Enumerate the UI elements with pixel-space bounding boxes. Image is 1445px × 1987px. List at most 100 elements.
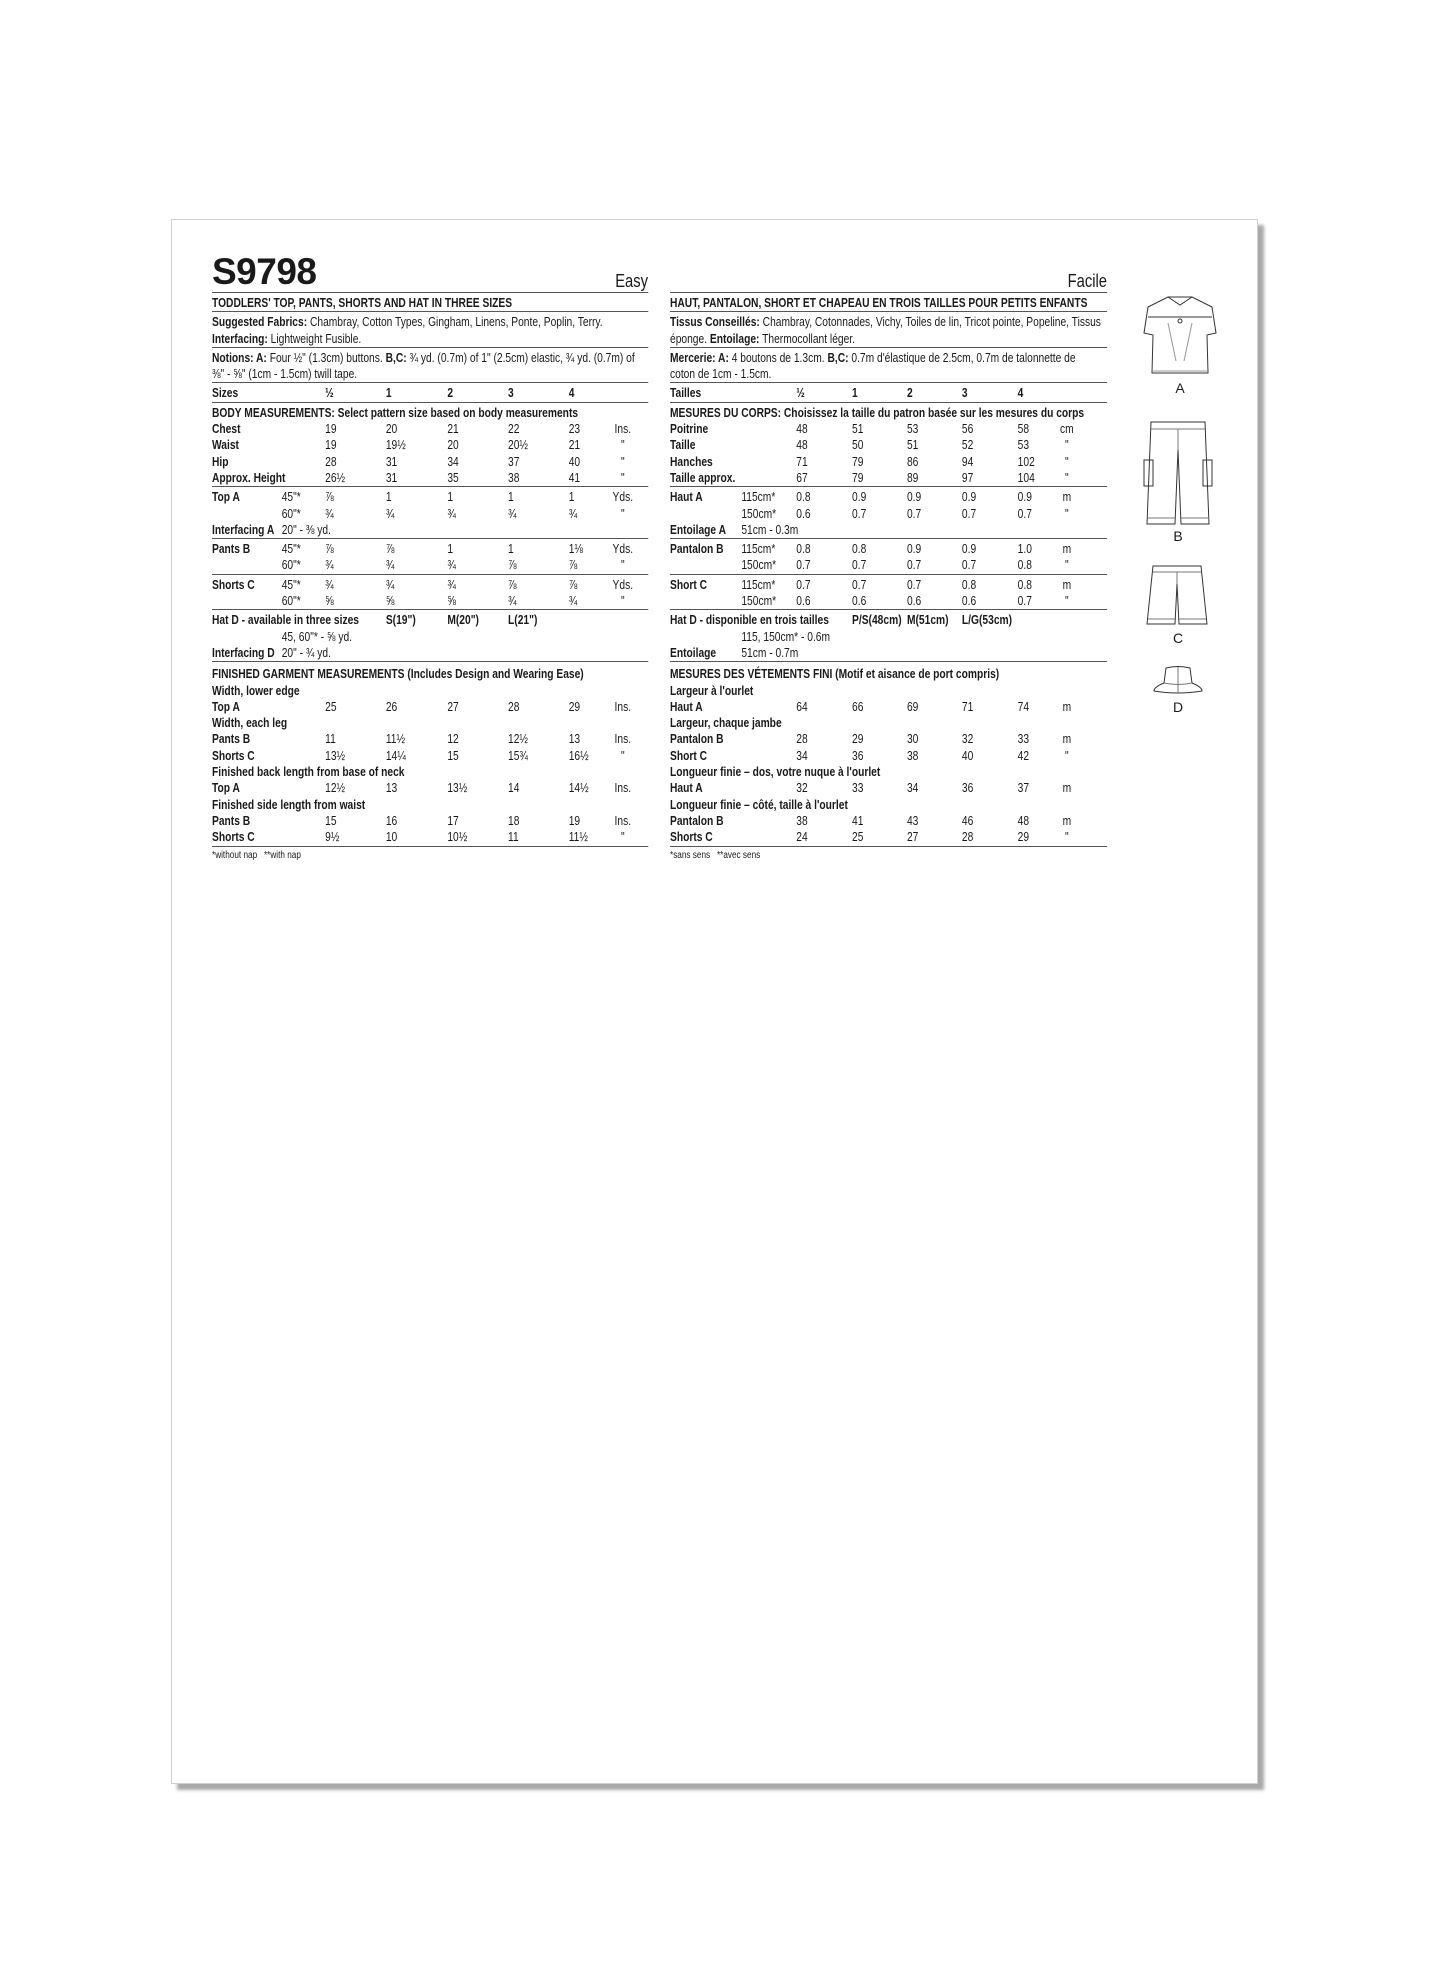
- text: ⅜" - ⅝" (1cm - 1.5cm) twill tape.: [212, 367, 358, 382]
- view-label-b: B: [1173, 528, 1183, 544]
- size-value: 0.8: [796, 490, 811, 505]
- row-label: Pantalon B: [670, 732, 724, 747]
- bold-text: Notions: A:: [212, 350, 267, 365]
- size-value: 13: [568, 732, 581, 747]
- size-value: 0.8: [961, 577, 977, 592]
- row-label: Pants B: [212, 542, 251, 557]
- row-label: Haut A: [670, 699, 703, 714]
- chart-section: Shorts C 45"* ¾ ¾ ¾ ⅞ ⅞ Yds. 60"* ⅝ ⅝ ⅝ ¾ ¾ ": [212, 573, 649, 610]
- fabric-width: 150cm*: [741, 594, 777, 609]
- footnote: *sans sens **avec sens: [670, 845, 1108, 863]
- size-value: 36: [852, 748, 864, 763]
- row-label: Shorts C: [212, 748, 255, 763]
- fabric-width: 60"*: [281, 558, 301, 573]
- row-label: Haut A: [670, 781, 703, 796]
- size-value: 71: [796, 454, 808, 469]
- size-value: 0.6: [796, 594, 811, 609]
- size-value: 0.8: [1017, 558, 1032, 573]
- row-label: Tailles: [670, 386, 702, 401]
- size-value: 53: [1017, 438, 1030, 453]
- section-heading: Longueur finie – côté, taille à l'ourlet: [670, 797, 848, 812]
- table-row: Pants B 45"* ⅞ ⅞ 1 1 1⅛ Yds.: [212, 541, 648, 557]
- size-value: 3: [961, 386, 968, 401]
- table-row: Chest 19 20 21 22 23 Ins.: [212, 421, 648, 437]
- size-value: 3: [508, 386, 514, 401]
- table-row: Tailles ½ 1 2 3 4: [670, 385, 1107, 401]
- fabric-width: 20" - ⅜ yd.: [281, 522, 331, 537]
- size-value: 102: [1017, 454, 1035, 469]
- size-value: 19: [325, 422, 337, 437]
- size-value: 13½: [325, 748, 346, 763]
- table-row: Taille approx. 67 79 89 97 104 ": [670, 470, 1107, 486]
- size-value: 34: [906, 781, 919, 796]
- unit: ": [621, 594, 625, 609]
- size-value: 53: [906, 422, 919, 437]
- size-value: 71: [961, 699, 974, 714]
- row-label: Sizes: [212, 386, 239, 401]
- text-line: Tissus Conseillés: Chambray, Cotonnades,…: [670, 314, 1107, 330]
- size-value: 13½: [447, 781, 468, 796]
- table-row: Shorts C 13½ 14¼ 15 15¾ 16½ ": [212, 748, 648, 764]
- row-label: Haut A: [670, 490, 703, 505]
- table-row: Top A 12½ 13 13½ 14 14½ Ins.: [212, 780, 648, 796]
- bold-text: Mercerie: A:: [670, 350, 729, 365]
- size-value: ⅝: [385, 594, 395, 609]
- size-value: 41: [568, 470, 581, 485]
- size-value: 1⅛: [568, 542, 583, 557]
- unit: ": [621, 558, 625, 573]
- text: 4 boutons de 1.3cm.: [728, 350, 828, 365]
- size-value: 37: [1017, 781, 1030, 796]
- size-value: 0.8: [796, 542, 811, 557]
- size-value: 48: [796, 438, 808, 453]
- size-value: 32: [796, 781, 808, 796]
- size-value: 41: [852, 813, 864, 828]
- difficulty-level-fr: Facile: [1067, 271, 1107, 291]
- text: 0.7m d'élastique de 2.5cm, 0.7m de talon…: [848, 350, 1076, 365]
- table-row: Short C 34 36 38 40 42 ": [670, 748, 1107, 764]
- table-row: 150cm* 0.6 0.7 0.7 0.7 0.7 ": [670, 506, 1107, 522]
- shorts-drawing-icon: [1146, 565, 1208, 625]
- table-row: 115, 150cm* - 0.6m: [670, 629, 1107, 645]
- chart-section: Sizes ½ 1 2 3 4: [212, 382, 649, 401]
- fabric-width: 45"*: [281, 542, 301, 557]
- view-label-a: A: [1175, 380, 1185, 396]
- text-line: Notions: A: Four ½" (1.3cm) buttons. B,C…: [212, 350, 648, 366]
- size-value: ¾: [568, 506, 578, 521]
- view-label-c: C: [1172, 630, 1184, 646]
- size-value: 28: [508, 699, 520, 714]
- table-row: Top A 45"* ⅞ 1 1 1 1 Yds.: [212, 489, 648, 505]
- size-value: 24: [796, 830, 808, 845]
- text: Chambray, Cotton Types, Gingham, Linens,…: [307, 315, 603, 330]
- chart-section: Tailles ½ 1 2 3 4: [670, 382, 1108, 401]
- size-value: 89: [906, 470, 919, 485]
- size-value: ⅞: [325, 542, 334, 557]
- row-label: Taille approx.: [670, 470, 736, 485]
- size-value: 11½: [385, 732, 406, 747]
- unit: m: [1062, 542, 1072, 557]
- size-value: 0.6: [906, 594, 922, 609]
- bold-text: Entoilage:: [709, 331, 760, 346]
- size-value: 0.7: [906, 558, 922, 573]
- size-value: 26: [385, 699, 398, 714]
- row-label: Pants B: [212, 813, 251, 828]
- size-value: 38: [906, 748, 919, 763]
- size-value: 15: [447, 748, 459, 763]
- size-value: 34: [796, 748, 808, 763]
- unit: Yds.: [612, 542, 634, 557]
- size-value: 4: [568, 386, 575, 401]
- size-value: ¾: [325, 577, 334, 592]
- unit: m: [1062, 699, 1072, 714]
- size-value: 86: [906, 454, 919, 469]
- section-heading: Finished side length from waist: [212, 797, 366, 812]
- row-label: Interfacing D: [212, 645, 275, 660]
- unit: m: [1062, 781, 1072, 796]
- row-label: Shorts C: [670, 830, 713, 845]
- table-row: 60"* ¾ ¾ ¾ ¾ ¾ ": [212, 506, 648, 522]
- chart-section: Hat D - available in three sizes S(19") M(…: [212, 609, 649, 661]
- fabric-width: 60"*: [281, 506, 301, 521]
- table-row: 45, 60"* - ⅝ yd.: [212, 629, 648, 645]
- size-value: 50: [852, 438, 864, 453]
- size-value: 16: [385, 813, 398, 828]
- size-value: M(51cm): [906, 613, 949, 628]
- size-value: 20½: [508, 438, 528, 453]
